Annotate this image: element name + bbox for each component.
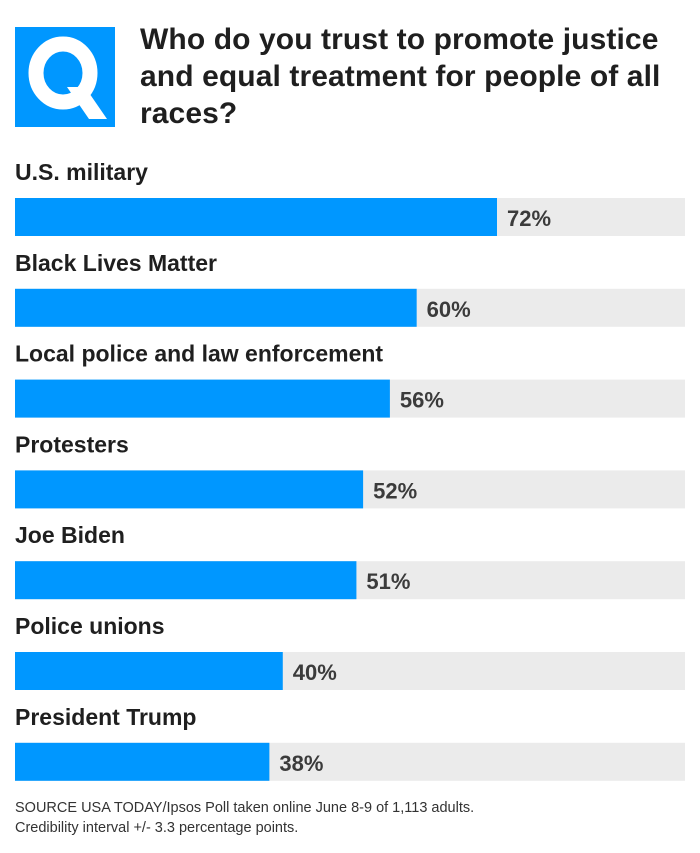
bar-protesters [15,470,364,509]
value-label-u-s-military: 72% [507,206,551,231]
category-label-police-unions: Police unions [15,613,165,639]
source-line-1: SOURCE USA TODAY/Ipsos Poll taken online… [15,800,475,816]
category-label-joe-biden: Joe Biden [15,522,125,548]
bar-chart: U.S. military 72% Black Lives Matter 60% Loc… [15,159,685,781]
bar-u-s-military [15,198,497,236]
value-label-police-unions: 40% [293,660,337,685]
value-label-black-lives-matter: 60% [427,297,471,322]
category-label-local-police-and-law-enforcement: Local police and law enforcement [15,341,383,367]
category-label-black-lives-matter: Black Lives Matter [15,250,217,276]
category-label-u-s-military: U.S. military [15,159,148,185]
category-label-president-trump: President Trump [15,704,196,730]
bar-president-trump [15,742,270,781]
source-note: SOURCE USA TODAY/Ipsos Poll taken online… [15,798,685,838]
source-line-2: Credibility interval +/- 3.3 percentage … [15,820,299,836]
value-label-president-trump: 38% [279,751,323,776]
bar-joe-biden [15,561,357,600]
value-label-local-police-and-law-enforcement: 56% [400,388,444,413]
bar-police-unions [15,652,283,690]
q-badge [15,27,115,127]
category-label-protesters: Protesters [15,431,129,457]
q-letter-icon [28,36,107,119]
bar-local-police-and-law-enforcement [15,379,390,418]
value-label-joe-biden: 51% [366,569,410,594]
bar-black-lives-matter [15,288,417,327]
value-label-protesters: 52% [373,478,417,503]
chart-title: Who do you trust to promote justice and … [140,23,661,130]
